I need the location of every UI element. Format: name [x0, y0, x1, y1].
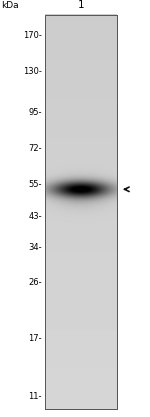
Text: 1: 1 — [78, 0, 84, 10]
Text: 55-: 55- — [28, 180, 42, 189]
Text: 130-: 130- — [23, 67, 42, 76]
Text: 26-: 26- — [28, 279, 42, 287]
Text: 17-: 17- — [28, 334, 42, 343]
Text: 43-: 43- — [28, 212, 42, 221]
Text: 11-: 11- — [28, 392, 42, 401]
Text: 72-: 72- — [28, 144, 42, 153]
Bar — [45, 15, 117, 409]
Bar — [45, 15, 117, 409]
Text: 34-: 34- — [28, 243, 42, 252]
Text: 95-: 95- — [28, 108, 42, 117]
Text: 170-: 170- — [23, 31, 42, 40]
Text: kDa: kDa — [2, 1, 19, 10]
